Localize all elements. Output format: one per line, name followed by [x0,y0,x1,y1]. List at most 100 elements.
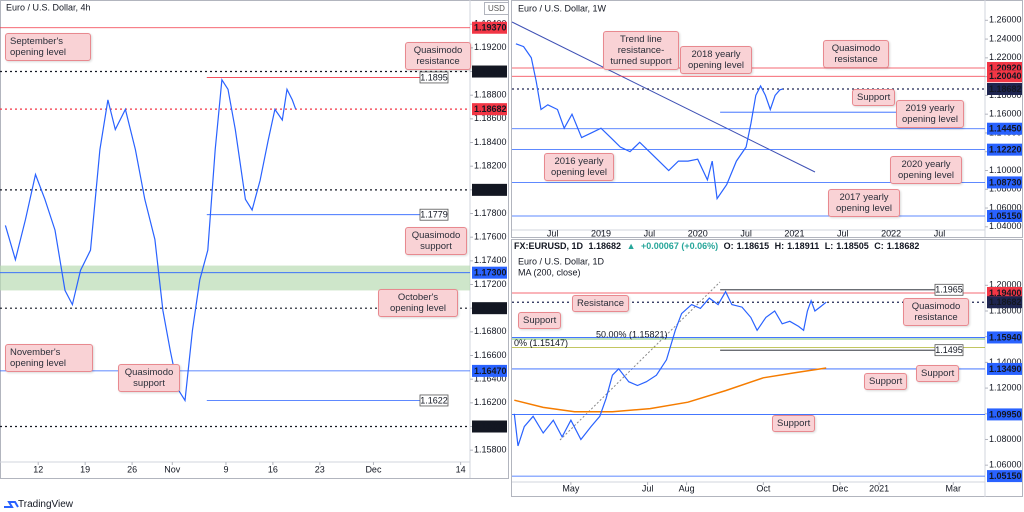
y-tick-label: 1.19200 [474,42,507,52]
x-tick-label: Mar [946,483,962,493]
x-tick-label: Jul [740,228,752,238]
price-label: 1.13490 [989,364,1022,374]
x-tick-label: Dec [365,464,382,474]
ohlc-value: 1.18682 [886,241,920,251]
chart-title: Euro / U.S. Dollar, 4h [6,2,91,12]
price-label-box [987,210,1022,223]
y-tick-label: 1.18000 [989,305,1022,315]
price-label: 1.19370 [474,23,507,33]
annotation: Support [518,312,562,329]
price-label-box [987,296,1022,309]
brand-logo [4,501,19,508]
y-tick-label: 1.22000 [989,52,1022,62]
annotation: 2020 yearly opening level [890,156,962,184]
annotation: Quasimodo support [405,227,467,255]
price-tag-box [419,71,449,84]
x-tick-label: Dec [832,483,849,493]
price-label-box [472,302,507,315]
y-tick-label: 1.18400 [474,137,507,147]
price-label-box [472,183,507,196]
y-tick-label: 1.08000 [989,434,1022,444]
price-tag-box [419,394,449,407]
y-tick-label: 1.17400 [474,255,507,265]
price-label: 1.05150 [989,471,1022,481]
annotation: Support [916,365,960,382]
ohlc-key: O: [723,241,734,251]
y-tick-label: 1.20000 [989,280,1022,290]
x-tick-label: 9 [223,464,228,474]
x-tick-label: Aug [679,483,695,493]
x-tick-label: Jul [547,228,559,238]
y-tick-label: 1.16400 [474,374,507,384]
x-tick-label: 2022 [881,228,901,238]
fib-label: 0% (1.15147) [514,338,568,348]
price-label-box [987,331,1022,344]
price-tag-box [934,344,964,357]
price-label: 1.18000 [474,185,507,195]
price-label-box [472,103,507,116]
y-tick-label: 1.12000 [989,382,1022,392]
price-label: 1.18682 [989,84,1022,94]
trend-line [511,21,816,173]
price-label: 1.16470 [474,366,507,376]
y-tick-label: 1.14000 [989,357,1022,367]
x-tick-label: Nov [164,464,181,474]
brand: TradingView [18,499,74,510]
price-tag: 1.1965 [935,285,963,295]
annotation: October's opening level [378,289,458,317]
price-label-box [987,122,1022,135]
price-tag-box [934,283,964,296]
price-label-box [472,364,507,377]
annotation: Trend line resistance-turned support [603,31,679,70]
annotation: Quasimodo resistance [903,298,969,326]
price-line [4,78,297,403]
price-label-box [987,82,1022,95]
annotation: September's opening level [5,33,91,61]
y-tick-label: 1.06000 [989,460,1022,470]
ohlc-key: H: [774,241,785,251]
x-tick-label: Jul [934,228,946,238]
x-tick-label: 2021 [869,483,889,493]
price-line [513,290,827,447]
x-tick-label: 2020 [688,228,708,238]
x-tick-label: 2021 [784,228,804,238]
y-tick-label: 1.26000 [989,15,1022,25]
y-tick-label: 1.24000 [989,33,1022,43]
annotation: Support [864,373,908,390]
symbol-info: FX:EURUSD, 1D 1.18682 ▲ +0.00067 (+0.06%… [514,241,922,251]
price-tag: 1.1779 [420,210,448,220]
price-label-box [987,287,1022,300]
annotation: 2017 yearly opening level [828,189,900,217]
y-tick-label: 1.16600 [474,350,507,360]
indicator-label: MA (200, close) [518,267,581,277]
annotation: Support [772,415,816,432]
x-tick-label: Jul [837,228,849,238]
y-tick-label: 1.16800 [474,326,507,336]
x-tick-label: 14 [456,464,466,474]
ohlc-value: 1.18911 [787,241,820,251]
annotation: Resistance [572,295,629,312]
ohlc-key: C: [874,241,884,251]
price-label-box [987,470,1022,483]
price-label: 1.08730 [989,177,1022,187]
chart-title: Euro / U.S. Dollar, 1W [518,3,607,13]
y-tick-label: 1.08000 [989,184,1022,194]
y-tick-label: 1.17600 [474,232,507,242]
x-tick-label: Oct [756,483,771,493]
fib-label: 50.00% (1.15821) [596,329,668,339]
x-tick-label: 2019 [591,228,611,238]
price-label-box [987,408,1022,421]
change-arrow: ▲ [626,241,636,251]
ohlc-key: L: [824,241,834,251]
price-label: 1.09950 [989,409,1022,419]
change: +0.00067 (+0.06%) [641,241,719,251]
price-label-box [987,362,1022,375]
price-label: 1.19400 [989,288,1022,298]
price-tag-box [419,208,449,221]
price-label: 1.17300 [474,268,507,278]
price-label: 1.18682 [989,297,1022,307]
price-label-box [987,176,1022,189]
x-tick-label: Jul [644,228,656,238]
